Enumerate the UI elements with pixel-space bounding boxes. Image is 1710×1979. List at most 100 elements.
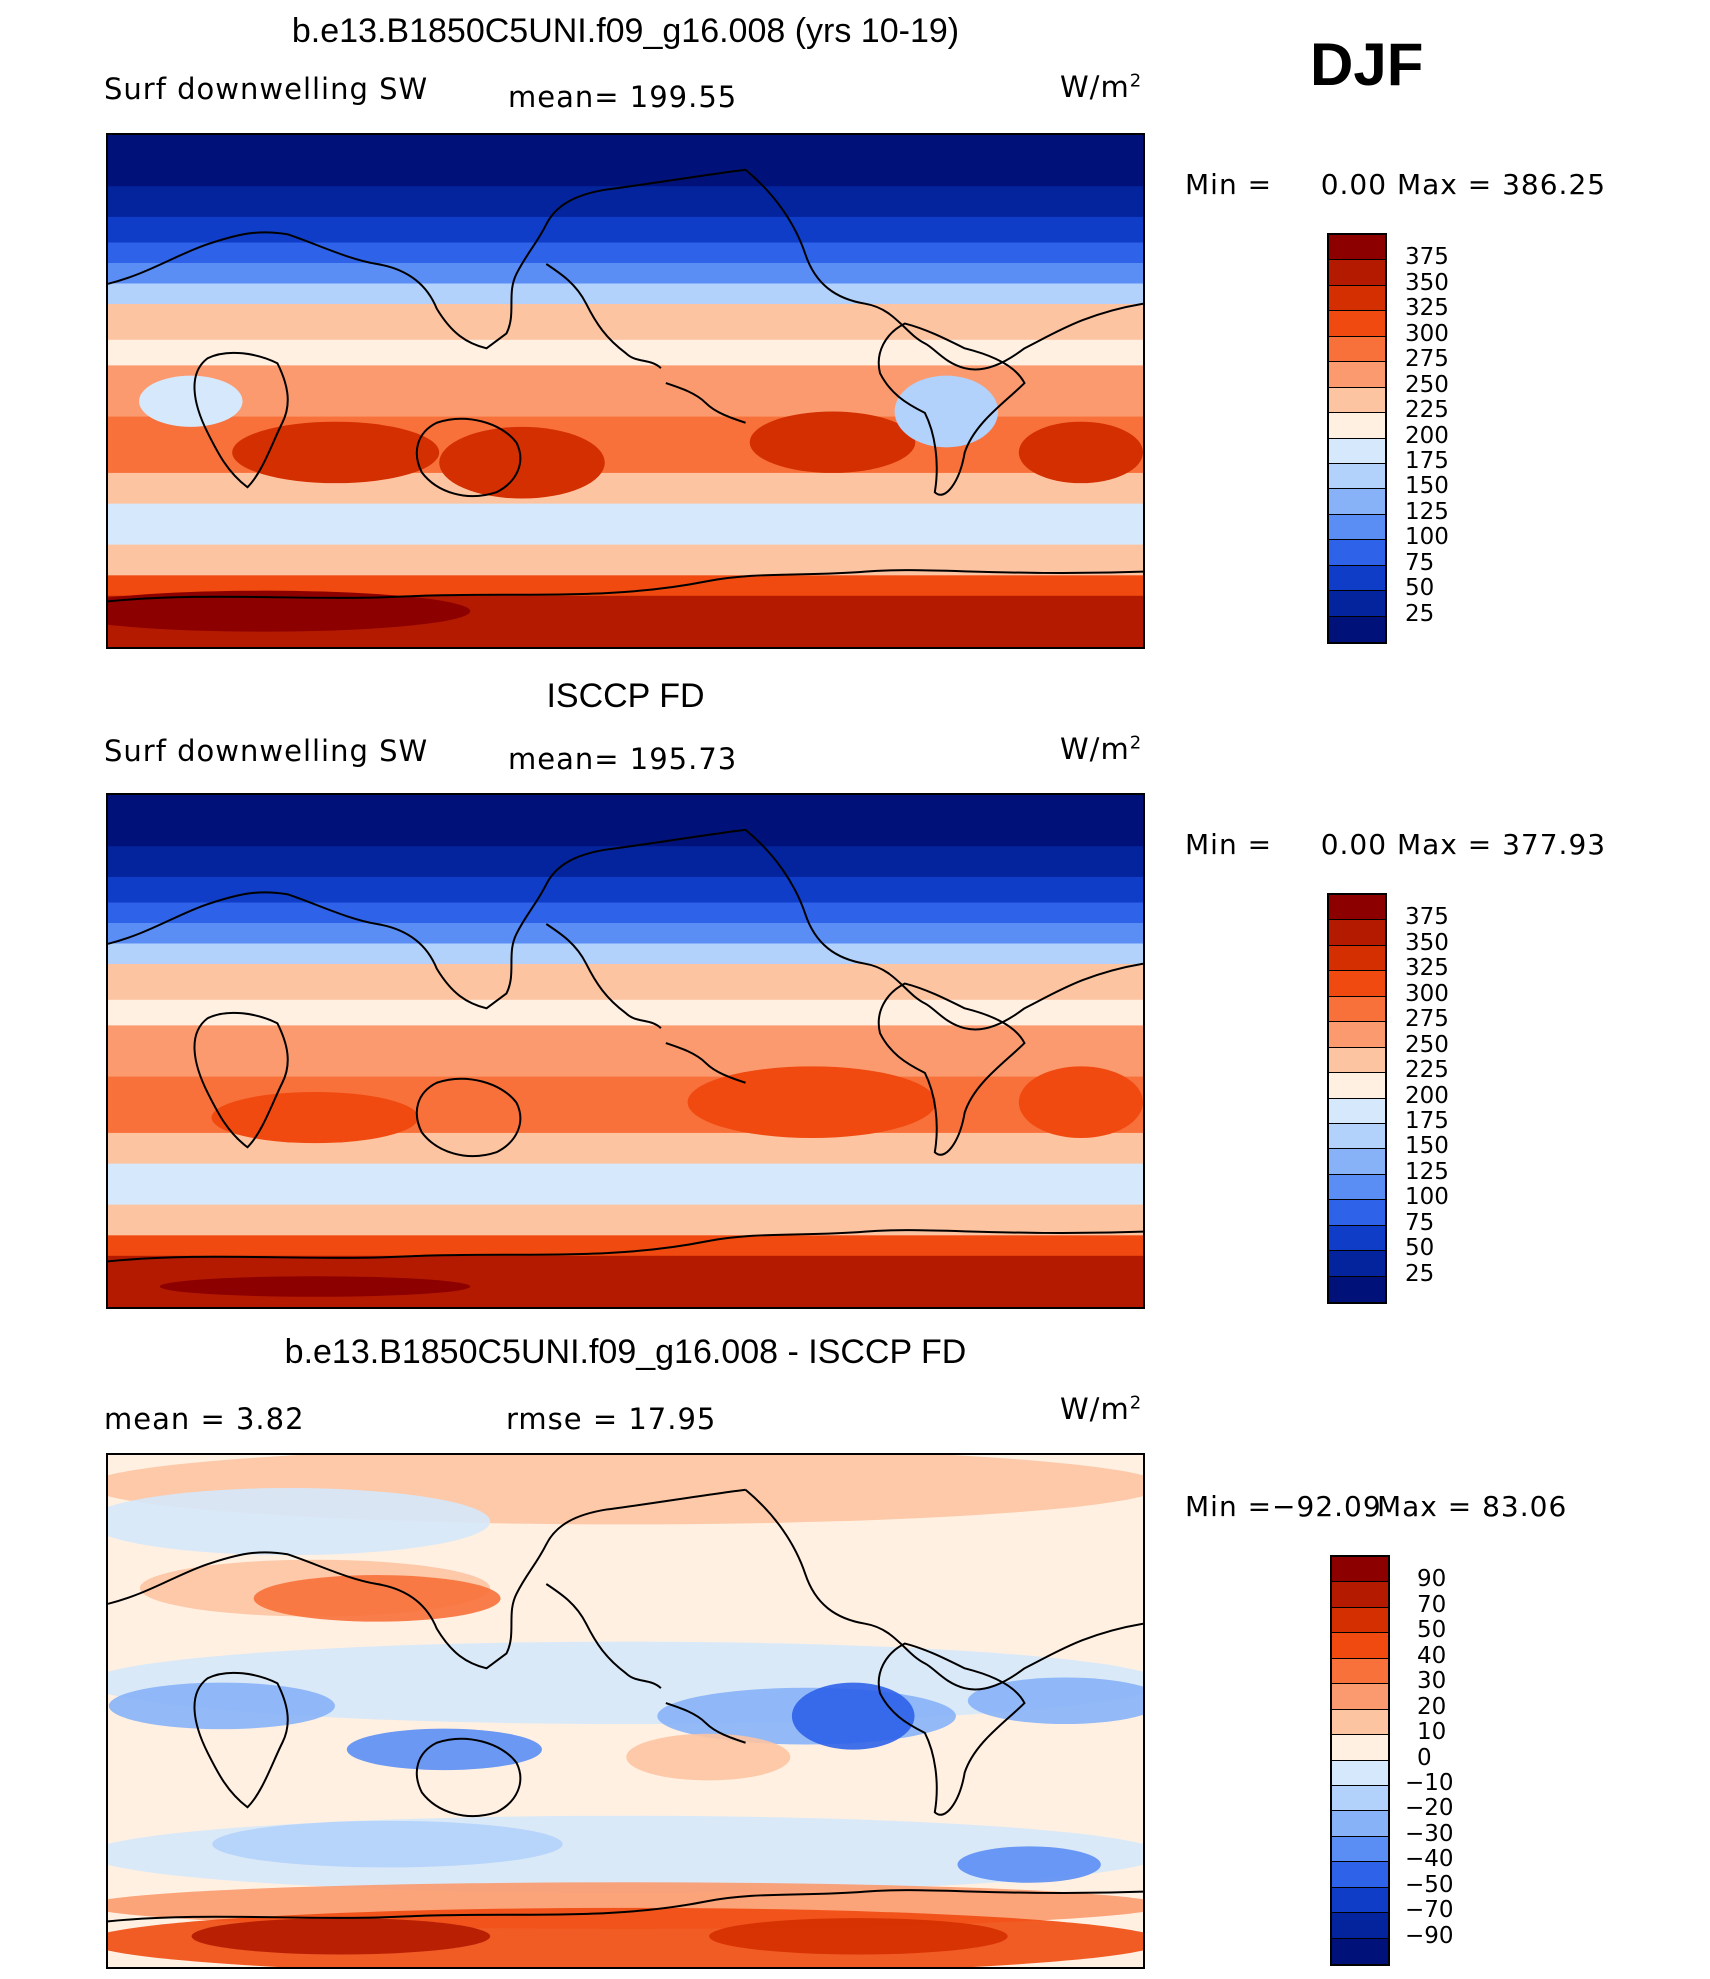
colorbar-swatch: [1329, 311, 1385, 337]
colorbar-tick-label: 375: [1405, 904, 1449, 931]
colorbar-swatch: [1329, 1251, 1385, 1277]
colorbar-tick-label: 125: [1405, 1158, 1449, 1185]
colorbar-tick-label: −50: [1405, 1871, 1454, 1898]
colorbar-swatch: [1332, 1633, 1388, 1659]
colorbar-tick-label: −90: [1405, 1922, 1454, 1949]
colorbar-swatch: [1329, 438, 1385, 464]
colorbar-swatch: [1329, 489, 1385, 515]
min-max-label: Min =−92.09 Max = 83.06: [1185, 1490, 1568, 1523]
colorbar-tick-label: 10: [1417, 1719, 1447, 1746]
colorbar-tick-label: 200: [1405, 422, 1449, 449]
colorbar-swatch: [1329, 1174, 1385, 1201]
colorbar-tick-label: 175: [1405, 447, 1449, 474]
colorbar-tick-label: 250: [1405, 1031, 1449, 1058]
colorbar-tick-label: 100: [1405, 1184, 1449, 1211]
colorbar-tick-label: 20: [1417, 1693, 1447, 1720]
colorbar-swatch: [1329, 1225, 1385, 1252]
colorbar-swatch: [1329, 971, 1385, 997]
units-label: W/m2: [1060, 732, 1143, 766]
colorbar-tick-label: 300: [1405, 320, 1449, 347]
colorbar-swatch: [1332, 1735, 1388, 1761]
colorbar-tick-label: 150: [1405, 1133, 1449, 1160]
colorbar-swatch: [1329, 463, 1385, 490]
colorbar-swatch: [1332, 1760, 1388, 1786]
colorbar: [1330, 1555, 1390, 1966]
panel-title: b.e13.B1850C5UNI.f09_g16.008 - ISCCP FD: [284, 1333, 967, 1371]
colorbar-tick-label: 275: [1405, 1006, 1449, 1033]
colorbar-swatch: [1332, 1607, 1388, 1634]
colorbar-swatch: [1329, 336, 1385, 363]
colorbar-tick-label: 0: [1417, 1744, 1432, 1771]
colorbar-swatch: [1329, 996, 1385, 1023]
mean-label: mean = 3.82: [104, 1402, 305, 1436]
season-label: DJF: [1310, 31, 1424, 98]
colorbar-tick-label: 300: [1405, 980, 1449, 1007]
colorbar-tick-label: 90: [1417, 1566, 1447, 1593]
contour-map: [108, 1455, 1143, 1967]
colorbar-tick-label: 225: [1405, 1057, 1449, 1084]
colorbar-swatch: [1329, 1047, 1385, 1074]
colorbar-swatch: [1329, 235, 1385, 261]
colorbar-swatch: [1332, 1658, 1388, 1685]
colorbar-tick-label: −40: [1405, 1846, 1454, 1873]
map-model: [106, 133, 1145, 649]
panel-title: ISCCP FD: [546, 677, 705, 715]
colorbar-tick-label: 350: [1405, 929, 1449, 956]
colorbar-swatch: [1332, 1684, 1388, 1710]
colorbar-tick-label: 175: [1405, 1107, 1449, 1134]
colorbar-tick-label: −30: [1405, 1820, 1454, 1847]
colorbar-swatch: [1329, 1022, 1385, 1048]
field-label: Surf downwelling SW: [104, 734, 429, 768]
colorbar-swatch: [1329, 895, 1385, 921]
colorbar-swatch: [1329, 1149, 1385, 1175]
colorbar-swatch: [1329, 1276, 1385, 1302]
map-diff: [106, 1453, 1145, 1969]
colorbar-tick-label: 75: [1405, 1209, 1435, 1236]
colorbar-tick-label: 375: [1405, 244, 1449, 271]
min-max-label: Min = 0.00 Max = 377.93: [1185, 828, 1607, 861]
map-obs: [106, 793, 1145, 1309]
colorbar-swatch: [1329, 591, 1385, 617]
field-label: Surf downwelling SW: [104, 72, 429, 106]
colorbar-tick-label: 50: [1405, 575, 1435, 602]
colorbar-swatch: [1332, 1862, 1388, 1888]
colorbar-swatch: [1329, 945, 1385, 972]
colorbar: [1327, 893, 1387, 1304]
colorbar-swatch: [1332, 1557, 1388, 1583]
mean-label: mean= 195.73: [508, 742, 738, 776]
colorbar-swatch: [1329, 920, 1385, 946]
colorbar-tick-label: 75: [1405, 549, 1435, 576]
colorbar-swatch: [1332, 1887, 1388, 1914]
colorbar-swatch: [1329, 540, 1385, 566]
colorbar-swatch: [1329, 514, 1385, 541]
colorbar-tick-label: 225: [1405, 397, 1449, 424]
colorbar-swatch: [1332, 1913, 1388, 1939]
colorbar-tick-label: −70: [1405, 1897, 1454, 1924]
colorbar-swatch: [1329, 1098, 1385, 1124]
colorbar-tick-label: 325: [1405, 955, 1449, 982]
colorbar-swatch: [1329, 413, 1385, 439]
colorbar-tick-label: 40: [1417, 1642, 1447, 1669]
colorbar-swatch: [1332, 1709, 1388, 1736]
colorbar-swatch: [1329, 1073, 1385, 1099]
colorbar-tick-label: 150: [1405, 473, 1449, 500]
colorbar-swatch: [1329, 387, 1385, 414]
contour-map: [108, 795, 1143, 1307]
colorbar-tick-label: 25: [1405, 1260, 1435, 1287]
colorbar-swatch: [1332, 1938, 1388, 1964]
colorbar-tick-label: −20: [1405, 1795, 1454, 1822]
colorbar-tick-label: 30: [1417, 1668, 1447, 1695]
colorbar-swatch: [1332, 1582, 1388, 1608]
colorbar-swatch: [1329, 565, 1385, 592]
colorbar-tick-label: 100: [1405, 524, 1449, 551]
colorbar-tick-label: 275: [1405, 346, 1449, 373]
colorbar-swatch: [1329, 1200, 1385, 1226]
colorbar-swatch: [1329, 1123, 1385, 1150]
colorbar-tick-label: 125: [1405, 498, 1449, 525]
colorbar-swatch: [1332, 1785, 1388, 1812]
contour-map: [108, 135, 1143, 647]
colorbar-tick-label: 70: [1417, 1591, 1447, 1618]
panel-title: b.e13.B1850C5UNI.f09_g16.008 (yrs 10-19): [291, 12, 960, 50]
min-max-label: Min = 0.00 Max = 386.25: [1185, 168, 1607, 201]
mean-label: mean= 199.55: [508, 80, 738, 114]
